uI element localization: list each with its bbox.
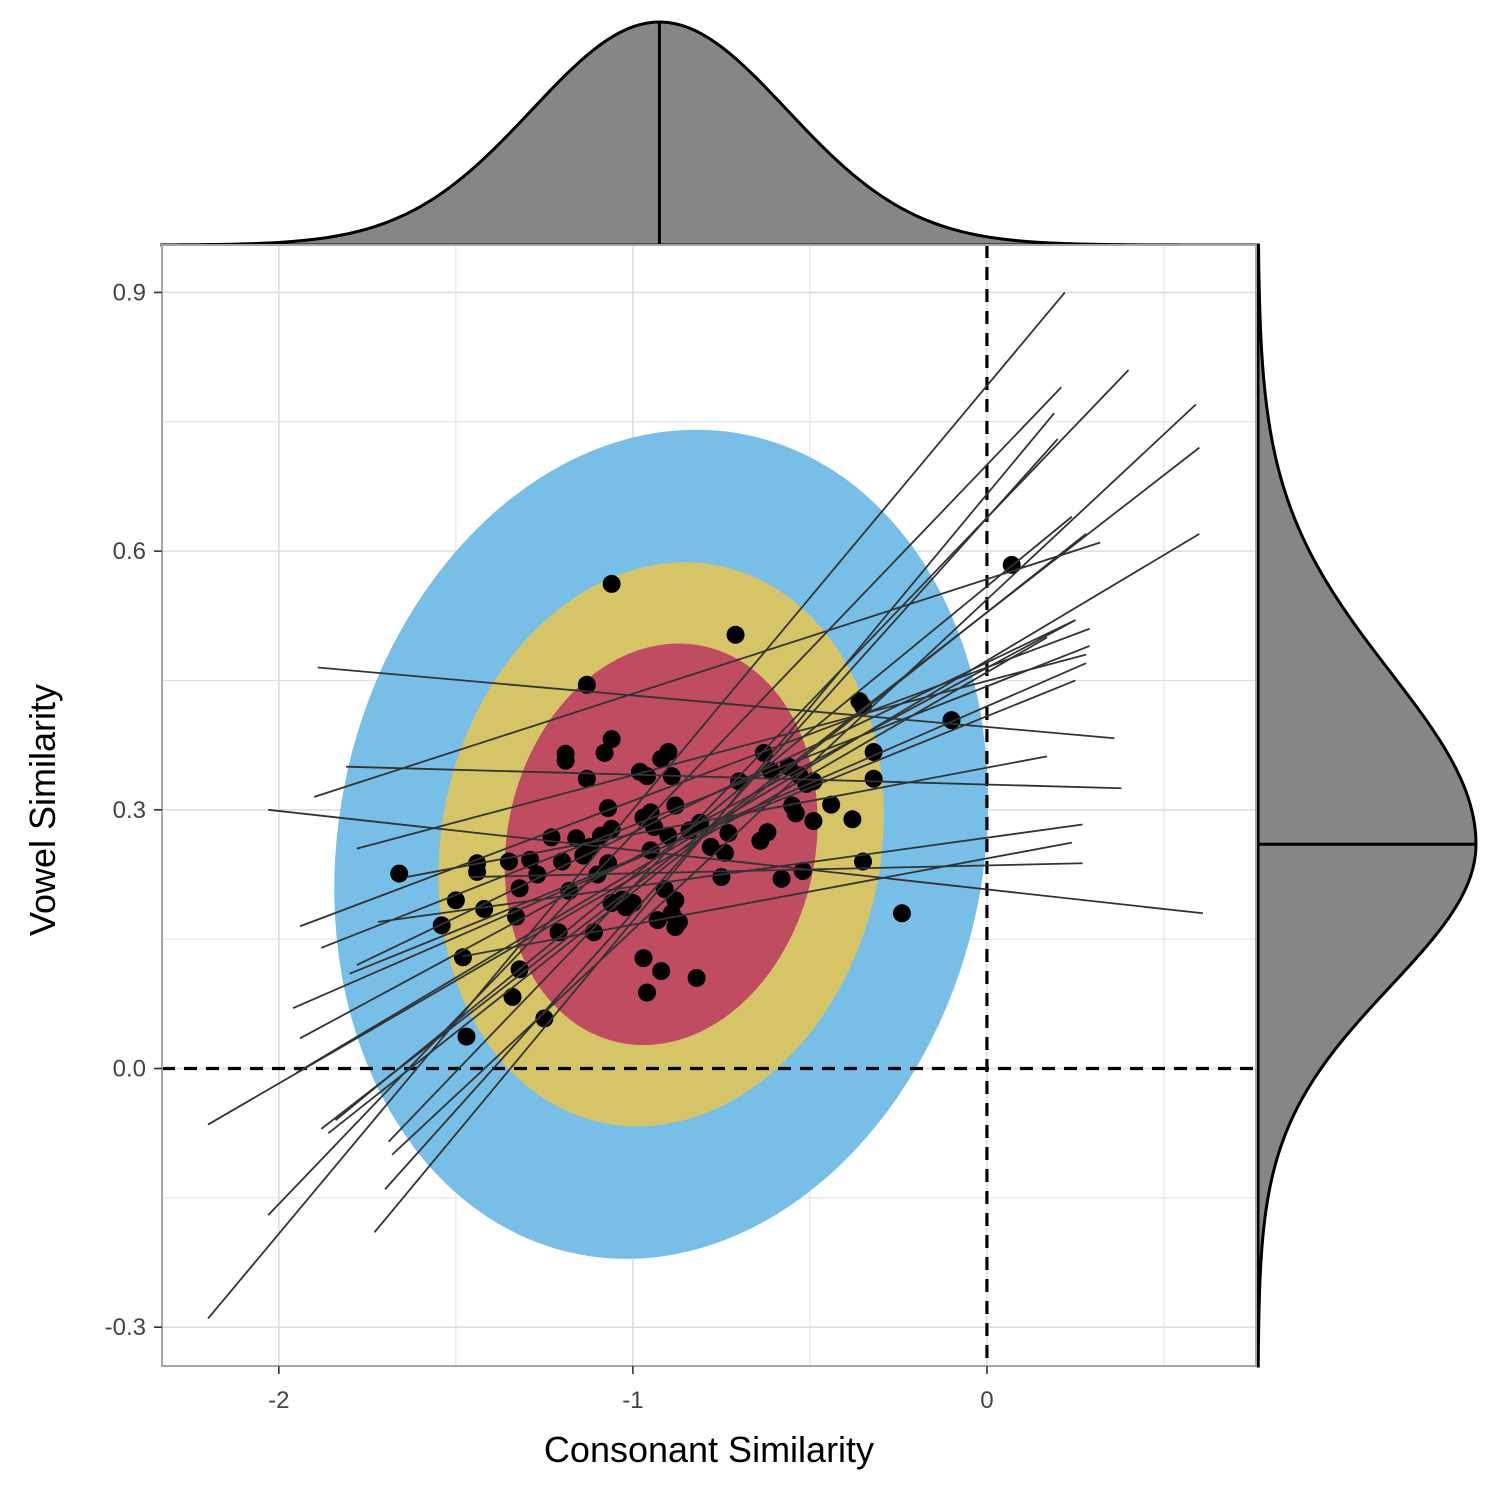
data-point [687,968,706,987]
data-point [666,891,685,910]
data-point [804,812,823,831]
regression-line [296,533,1200,1074]
regression-line [313,541,1101,798]
data-point [457,1027,476,1046]
y-tick-label: -0.3 [105,1314,146,1341]
data-point [390,864,409,883]
y-axis-ticks: -0.3 0.0 0.3 0.6 0.9 [105,279,162,1341]
regression-line [207,291,1066,1320]
data-point [786,804,805,823]
regression-line [462,841,1073,958]
data-point [556,751,575,770]
data-point [638,983,657,1002]
data-point [793,862,812,881]
data-point [701,837,720,856]
regression-lines [207,291,1203,1320]
x-axis-title: Consonant Similarity [544,1429,874,1470]
x-density-curve [160,20,1258,247]
regression-line [406,755,1048,878]
y-tick-label: 0.9 [113,279,146,306]
data-point [942,711,961,730]
y-tick-label: 0.0 [113,1056,146,1083]
y-tick-label: 0.3 [113,797,146,824]
data-point [758,823,777,842]
top-marginal-density [160,20,1258,247]
data-point [659,743,678,762]
data-point [652,962,671,981]
x-tick-label: -1 [622,1387,643,1414]
data-point [892,904,911,923]
regression-line [469,862,1083,878]
data-point [602,730,621,749]
y-tick-label: 0.6 [113,538,146,565]
plot-panel [161,244,1257,1367]
data-point [712,868,731,887]
data-point [843,810,862,829]
data-point [577,675,596,694]
data-point [772,869,791,888]
data-point [602,819,621,838]
regression-line [384,438,1059,1190]
data-point [726,625,745,644]
regression-line [349,679,1076,975]
data-point [602,574,621,593]
x-tick-label: 0 [980,1387,993,1414]
regression-line [268,808,1203,915]
y-axis-title: Vowel Similarity [22,684,63,936]
regression-line [299,627,1090,928]
data-point [499,852,518,871]
data-point [432,916,451,935]
data-point [475,899,494,918]
regression-line [356,653,1087,850]
data-point [595,743,614,762]
right-marginal-density [1256,243,1478,1368]
x-axis-ticks: -2 -1 0 [268,1366,994,1414]
data-point [634,949,653,968]
data-point [510,879,529,898]
reference-lines [162,245,1256,1366]
x-tick-label: -2 [268,1387,289,1414]
regression-line [317,666,1115,740]
data-point [822,795,841,814]
regression-line [320,446,1200,1130]
panel-border [161,244,1257,1367]
data-point [864,743,883,762]
regression-line [346,765,1122,790]
data-point [864,769,883,788]
data-point [503,987,522,1006]
regression-line [387,369,1130,1143]
regression-line [377,823,1083,923]
data-point [854,852,873,871]
data-point [549,923,568,942]
data-point [659,826,678,845]
data-point [655,880,674,899]
data-point [553,852,572,871]
data-point [528,865,547,884]
regression-line [334,515,1073,1121]
regression-line [299,619,1076,1040]
y-density-curve [1256,243,1478,1368]
